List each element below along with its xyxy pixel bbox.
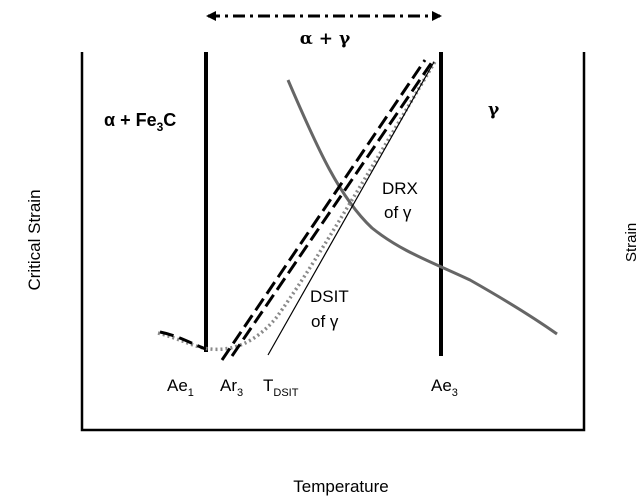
plot-frame (80, 52, 586, 432)
ar3-label: Ar3 (220, 376, 243, 399)
dsit-label-line2: of γ (311, 312, 339, 331)
right-axis-title-partial: Strain (623, 223, 640, 262)
gamma-region-label: γ (488, 100, 500, 120)
tdsit-label: TDSIT (263, 376, 299, 399)
y-axis-title: Critical Strain (25, 189, 44, 290)
alpha-fe3c-label: α + Fe3C (104, 110, 176, 134)
ae3-label: Ae3 (431, 376, 458, 399)
dsit-label-line1: DSIT (310, 287, 349, 306)
dashed-curve-outer (159, 59, 427, 361)
drx-label-line2: of γ (384, 203, 412, 222)
drx-curve (286, 79, 558, 336)
tdsit-tangent-line (267, 61, 435, 356)
ae1-label: Ae1 (167, 376, 194, 399)
drx-label-line1: DRX (382, 179, 418, 198)
x-axis-title: Temperature (293, 477, 388, 496)
alpha-gamma-label: α + γ (300, 29, 351, 49)
